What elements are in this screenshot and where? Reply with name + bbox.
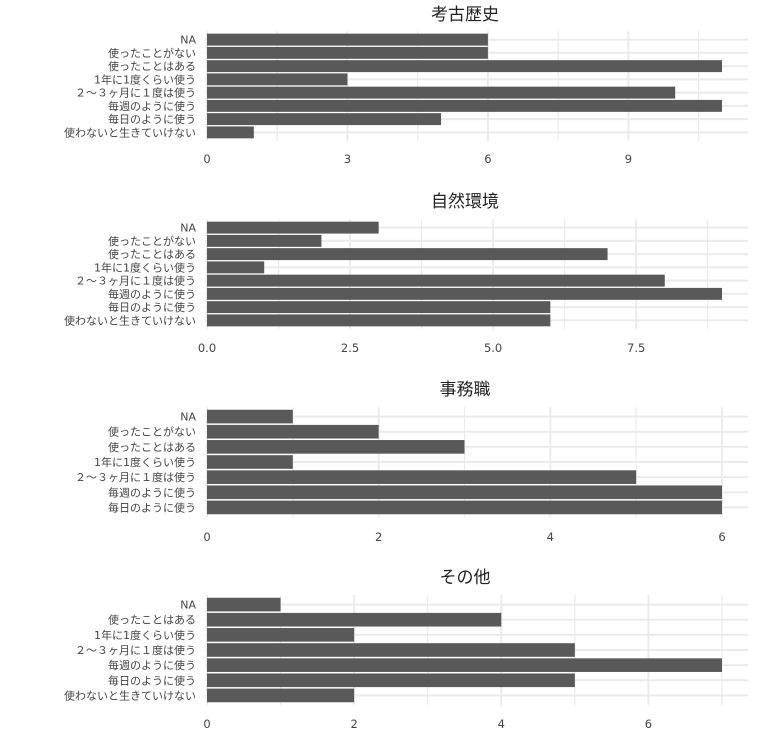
bar — [207, 658, 722, 672]
bar — [207, 248, 608, 261]
category-label: 使ったことはある — [108, 60, 196, 73]
bar — [207, 221, 379, 234]
category-label: NA — [180, 411, 196, 424]
category-label: 使ったことはある — [108, 614, 196, 627]
bar — [207, 73, 348, 86]
chart-panel: 事務職 NA使ったことがない使ったことはある1年に1度くらい使う２～３ヶ月に１度は… — [75, 380, 748, 544]
bar — [207, 597, 281, 612]
bar — [207, 261, 265, 274]
category-label: ２～３ヶ月に１度は使う — [75, 86, 196, 100]
category-label: 毎週のように使う — [108, 659, 196, 672]
chart-panel: その他 NA 使ったことはある1年に1度くらい使う２～３ヶ月に１度は使う毎週のように… — [64, 568, 748, 731]
category-label: 使ったことがない — [108, 425, 196, 439]
category-label: 使わないと生きていけない — [64, 313, 196, 327]
panel-title: 考古歴史 — [431, 5, 499, 25]
bar — [207, 287, 722, 300]
category-label: NA — [180, 34, 196, 47]
chart-panel: 自然環境 NA使ったことがない使ったことはある1年に1度くらい使う２～３ヶ月に１度… — [64, 192, 748, 355]
bar — [207, 455, 293, 469]
bar — [207, 612, 502, 627]
bar — [207, 470, 637, 484]
x-tick-label: 3 — [344, 152, 351, 166]
x-tick-label: 4 — [498, 717, 505, 731]
category-label: 1年に1度くらい使う — [94, 628, 196, 642]
bar — [207, 99, 722, 112]
category-label: 毎日のように使う — [108, 674, 196, 687]
bar — [207, 274, 665, 287]
category-label: ２～３ヶ月に１度は使う — [75, 643, 196, 657]
x-tick-label: 2 — [375, 530, 382, 544]
bar — [207, 234, 322, 247]
x-tick-label: 5.0 — [484, 341, 502, 355]
category-label: 毎週のように使う — [108, 100, 196, 113]
category-label: 毎日のように使う — [108, 113, 196, 126]
x-tick-label: 7.5 — [627, 341, 645, 355]
category-label: 使わないと生きていけない — [64, 688, 196, 702]
bar — [207, 301, 551, 314]
bar — [207, 643, 575, 657]
bar — [207, 126, 254, 139]
category-label: ２～３ヶ月に１度は使う — [75, 470, 196, 484]
bar — [207, 628, 355, 642]
x-tick-label: 0 — [203, 152, 210, 166]
bar — [207, 440, 465, 454]
category-label: 毎日のように使う — [108, 501, 196, 514]
panel-title: 事務職 — [440, 380, 491, 400]
category-label: 使ったことがない — [108, 46, 196, 60]
panel-title: 自然環境 — [431, 192, 499, 212]
panel-title: その他 — [440, 568, 491, 588]
x-tick-label: 9 — [625, 152, 632, 166]
bar — [207, 500, 722, 515]
category-label: 毎週のように使う — [108, 486, 196, 499]
bar — [207, 688, 355, 703]
category-label: 使ったことがない — [108, 234, 196, 248]
bar — [207, 86, 676, 99]
category-label: NA — [180, 222, 196, 235]
category-label: 毎日のように使う — [108, 301, 196, 314]
bar — [207, 424, 379, 439]
category-label: 1年に1度くらい使う — [94, 260, 196, 274]
bar — [207, 314, 551, 327]
x-tick-label: 4 — [547, 530, 554, 544]
category-label: 使ったことはある — [108, 441, 196, 454]
bar — [207, 673, 575, 688]
category-label: 使ったことはある — [108, 248, 196, 261]
x-tick-label: 0 — [203, 530, 210, 544]
category-label: ２～３ヶ月に１度は使う — [75, 274, 196, 288]
bar — [207, 46, 488, 59]
chart-panel: 考古歴史 NA使ったことがない使ったことはある1年に1度くらい使う２～３ヶ月に１度… — [64, 5, 748, 166]
x-tick-label: 2.5 — [341, 341, 359, 355]
bar — [207, 485, 722, 500]
bar — [207, 113, 442, 126]
bar — [207, 409, 293, 424]
bar — [207, 33, 488, 46]
x-tick-label: 6 — [718, 530, 725, 544]
category-label: 使わないと生きていけない — [64, 125, 196, 139]
x-tick-label: 0 — [203, 717, 210, 731]
category-label: NA — [180, 599, 196, 612]
category-label: 1年に1度くらい使う — [94, 455, 196, 469]
category-label: 毎週のように使う — [108, 288, 196, 301]
x-tick-label: 2 — [350, 717, 357, 731]
x-tick-label: 6 — [484, 152, 491, 166]
x-tick-label: 6 — [645, 717, 652, 731]
category-label: 1年に1度くらい使う — [94, 72, 196, 86]
bar — [207, 60, 722, 73]
x-tick-label: 0.0 — [198, 341, 216, 355]
